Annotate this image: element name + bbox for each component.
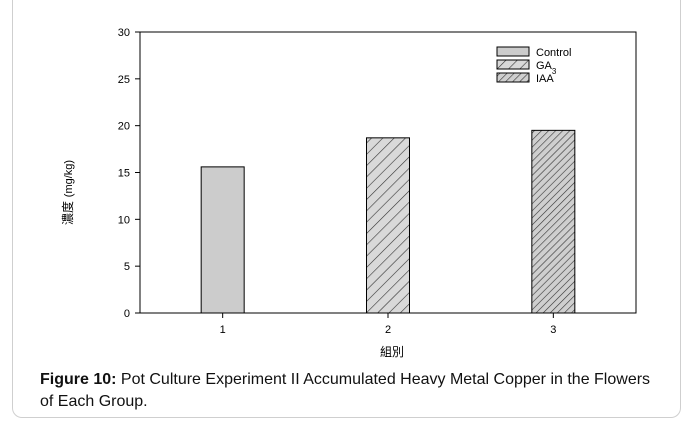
legend-label: Control [536,47,571,59]
caption-text: Pot Culture Experiment II Accumulated He… [40,371,651,410]
bar [200,166,245,314]
legend-label: IAA [536,73,554,85]
y-tick-label: 15 [118,168,130,180]
y-tick-label: 0 [124,308,130,320]
x-axis-label: 組別 [380,345,404,359]
x-tick-label: 1 [220,324,226,336]
figure-caption: Figure 10: Pot Culture Experiment II Acc… [40,369,660,413]
legend-label: GA3 [536,60,557,76]
legend-swatch [496,59,530,70]
x-tick-label: 2 [385,324,391,336]
legend-swatch [496,72,530,83]
figure-frame [12,0,681,418]
y-tick-label: 10 [118,214,130,226]
legend-swatch [496,46,530,57]
x-tick-label: 3 [550,324,556,336]
y-tick-label: 20 [118,121,130,133]
y-tick-label: 25 [118,74,130,86]
caption-label: Figure 10: [40,371,117,388]
y-axis-label: 濃度 (mg/kg) [60,160,75,225]
y-tick-label: 5 [124,261,130,273]
bar [531,129,576,314]
y-tick-label: 30 [118,27,130,39]
bar [366,137,410,314]
